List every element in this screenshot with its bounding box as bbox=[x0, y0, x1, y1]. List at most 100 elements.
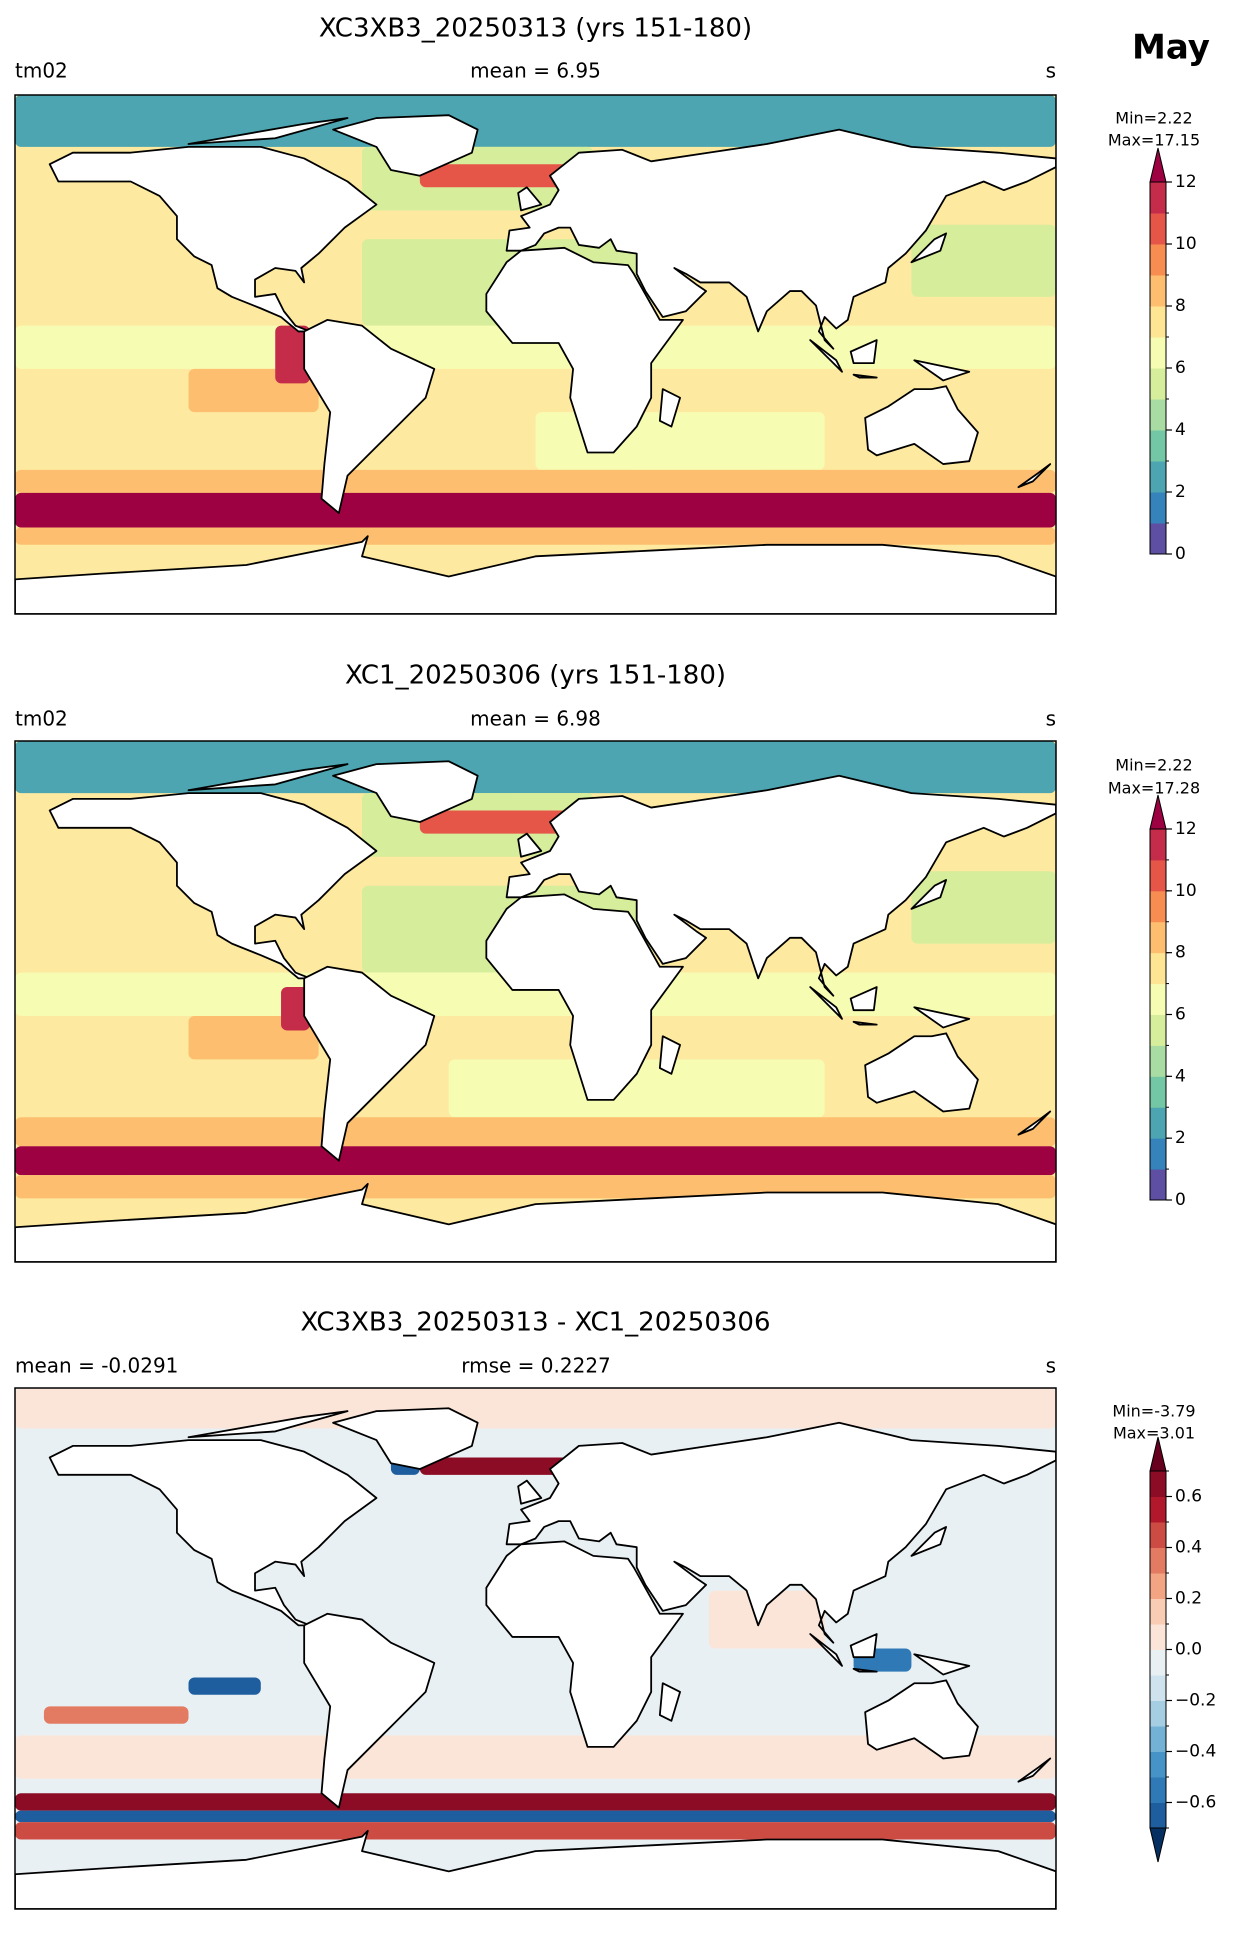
panel-title: XC3XB3_20250313 (yrs 151-180) bbox=[319, 14, 752, 44]
colorbar-tick-label: 6 bbox=[1175, 1005, 1186, 1025]
map bbox=[15, 95, 1056, 614]
right-label: s bbox=[1046, 707, 1056, 731]
colorbar-bin bbox=[1150, 1547, 1166, 1574]
min-label: Min=2.22 bbox=[1115, 756, 1192, 775]
colorbar-bin bbox=[1150, 829, 1166, 861]
colorbar-bin bbox=[1150, 983, 1166, 1015]
colorbar-bin bbox=[1150, 921, 1166, 954]
center-label: mean = 6.95 bbox=[470, 59, 601, 83]
colorbar-tick-label: 2 bbox=[1175, 482, 1186, 502]
min-label: Min=-3.79 bbox=[1112, 1402, 1195, 1421]
center-label: rmse = 0.2227 bbox=[461, 1354, 611, 1378]
map-frame bbox=[14, 1387, 1057, 1910]
colorbar-bin bbox=[1150, 1471, 1166, 1497]
ocean-field bbox=[15, 95, 1056, 147]
colorbar-tick-label: 4 bbox=[1175, 1066, 1186, 1086]
map bbox=[15, 741, 1056, 1262]
ocean-field bbox=[15, 1793, 1056, 1811]
colorbar-bin bbox=[1150, 1700, 1166, 1727]
month-label: May bbox=[1132, 28, 1210, 68]
colorbar-tick-label: 10 bbox=[1175, 881, 1197, 901]
ocean-field bbox=[281, 987, 310, 1031]
colorbar-tick-label: 0 bbox=[1175, 544, 1186, 564]
colorbar-tick-label: 8 bbox=[1175, 943, 1186, 963]
left-label: tm02 bbox=[15, 59, 68, 83]
ocean-field bbox=[709, 1590, 825, 1649]
colorbar-tick-label: 2 bbox=[1175, 1128, 1186, 1148]
colorbar-bin bbox=[1150, 1649, 1166, 1676]
ocean-field bbox=[15, 1810, 1056, 1823]
colorbar-bin bbox=[1150, 890, 1166, 923]
colorbar-bin bbox=[1150, 1169, 1166, 1201]
colorbar-bin bbox=[1150, 1802, 1166, 1829]
ocean-field bbox=[15, 492, 1056, 528]
colorbar-bin bbox=[1150, 1107, 1166, 1139]
left-label: tm02 bbox=[15, 707, 68, 731]
colorbar-bin bbox=[1150, 1573, 1166, 1599]
max-label: Max=17.28 bbox=[1108, 779, 1200, 798]
colorbar-tick-label: −0.2 bbox=[1175, 1691, 1216, 1711]
colorbar-extend-min bbox=[1149, 1827, 1167, 1863]
ocean-field bbox=[15, 1146, 1056, 1176]
max-label: Max=3.01 bbox=[1113, 1424, 1195, 1443]
colorbar-bin bbox=[1150, 1076, 1166, 1108]
colorbar-bin bbox=[1150, 461, 1166, 493]
map-frame bbox=[14, 740, 1057, 1263]
ocean-field bbox=[188, 1677, 261, 1695]
colorbar-tick-label: −0.4 bbox=[1175, 1742, 1216, 1762]
ocean-field bbox=[275, 325, 310, 384]
colorbar-tick-label: 10 bbox=[1175, 234, 1197, 254]
ocean-field bbox=[911, 871, 1056, 944]
ocean-field bbox=[419, 164, 594, 188]
colorbar-bin bbox=[1150, 1675, 1166, 1701]
panel-title: XC1_20250306 (yrs 151-180) bbox=[345, 661, 726, 691]
ocean-field bbox=[15, 527, 1056, 545]
colorbar-bin bbox=[1150, 1014, 1166, 1046]
colorbar-tick-label: 0.0 bbox=[1175, 1640, 1202, 1660]
colorbar-tick-label: 6 bbox=[1175, 358, 1186, 378]
colorbar-tick-label: 12 bbox=[1175, 819, 1197, 839]
ocean-field bbox=[43, 1706, 189, 1724]
colorbar-tick-label: 0 bbox=[1175, 1190, 1186, 1210]
colorbar-bin bbox=[1150, 1496, 1166, 1523]
colorbar-bin bbox=[1150, 306, 1166, 338]
colorbar-bin bbox=[1150, 952, 1166, 985]
left-label: mean = -0.0291 bbox=[15, 1354, 178, 1378]
ocean-field bbox=[15, 1388, 1056, 1429]
colorbar-bin bbox=[1150, 523, 1166, 555]
colorbar-bin bbox=[1150, 1777, 1166, 1803]
ocean-field bbox=[15, 741, 1056, 794]
map-frame bbox=[14, 94, 1057, 615]
colorbar-tick-label: 8 bbox=[1175, 296, 1186, 316]
colorbar-bin bbox=[1150, 275, 1166, 307]
right-label: s bbox=[1046, 59, 1056, 83]
right-label: s bbox=[1046, 1354, 1056, 1378]
colorbar-bin bbox=[1150, 337, 1166, 369]
colorbar-bin bbox=[1150, 430, 1166, 462]
max-label: Max=17.15 bbox=[1108, 131, 1200, 150]
ocean-field bbox=[15, 469, 1056, 493]
ocean-field bbox=[15, 1735, 1056, 1779]
colorbar-bin bbox=[1150, 1522, 1166, 1548]
colorbar-tick-label: 4 bbox=[1175, 420, 1186, 440]
center-label: mean = 6.98 bbox=[470, 707, 601, 731]
colorbar-bin bbox=[1150, 368, 1166, 400]
colorbar-extend-max bbox=[1149, 147, 1167, 183]
colorbar-bin bbox=[1150, 399, 1166, 431]
ocean-field bbox=[15, 972, 1056, 1016]
colorbar-bin bbox=[1150, 182, 1166, 214]
ocean-field bbox=[419, 810, 594, 834]
colorbar-bin bbox=[1150, 1624, 1166, 1650]
colorbar-tick-label: −0.6 bbox=[1175, 1793, 1216, 1813]
ocean-field bbox=[15, 1822, 1056, 1840]
colorbar-bin bbox=[1150, 859, 1166, 892]
colorbar-bin bbox=[1150, 492, 1166, 524]
colorbar-tick-label: 12 bbox=[1175, 172, 1197, 192]
ocean-field bbox=[911, 224, 1056, 297]
colorbar-bin bbox=[1150, 1138, 1166, 1170]
ocean-field bbox=[448, 1059, 825, 1118]
colorbar-tick-label: 0.4 bbox=[1175, 1538, 1202, 1558]
colorbar-bin bbox=[1150, 1751, 1166, 1778]
ocean-field bbox=[15, 1117, 1056, 1147]
